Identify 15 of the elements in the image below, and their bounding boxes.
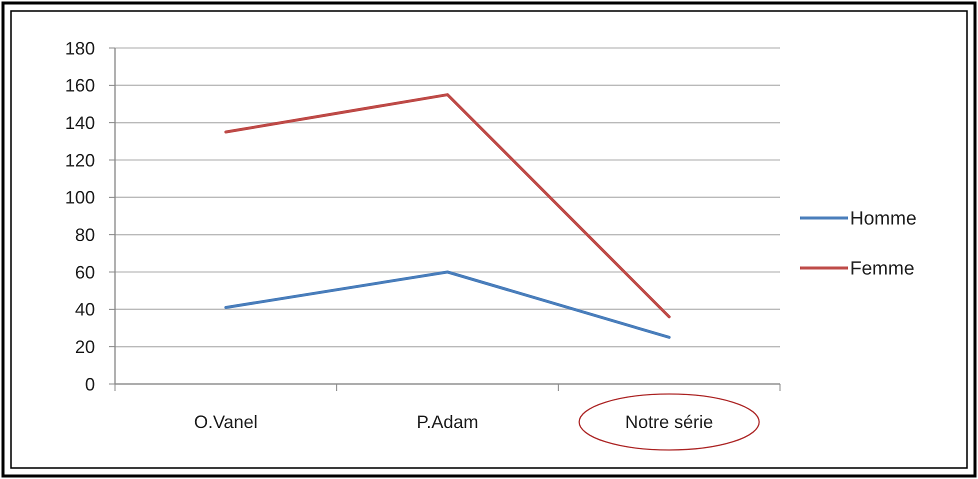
legend-label: Femme bbox=[850, 258, 914, 280]
y-tick-label: 20 bbox=[74, 336, 95, 357]
y-tick-label: 100 bbox=[64, 188, 95, 208]
y-tick-label: 60 bbox=[74, 262, 95, 282]
y-tick-label: 180 bbox=[64, 38, 95, 58]
x-tick-label: P.Adam bbox=[416, 412, 478, 432]
y-tick-label: 40 bbox=[74, 300, 95, 320]
y-tick-label: 140 bbox=[64, 112, 95, 133]
legend-label: Homme bbox=[850, 208, 917, 230]
x-tick-label: Notre série bbox=[625, 412, 714, 432]
y-tick-label: 120 bbox=[64, 150, 95, 170]
y-tick-label: 0 bbox=[84, 374, 95, 394]
y-tick-label: 160 bbox=[64, 76, 95, 96]
x-tick-label: O.Vanel bbox=[194, 412, 258, 432]
y-tick-label: 80 bbox=[74, 224, 95, 245]
